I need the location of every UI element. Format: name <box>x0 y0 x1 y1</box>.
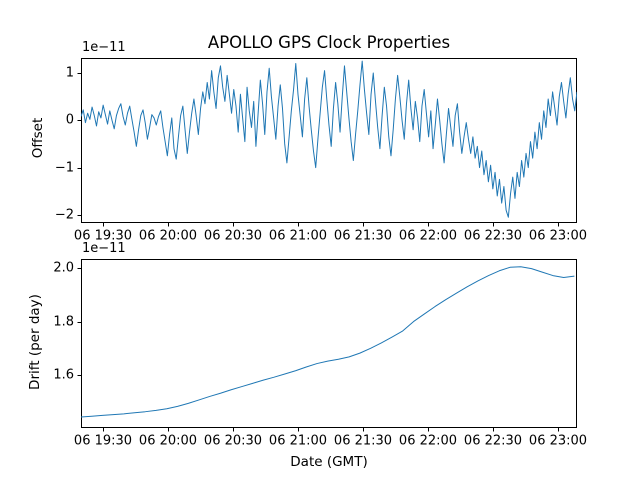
x-tick-label: 06 21:30 <box>333 433 393 449</box>
x-tick-label: 06 20:00 <box>138 433 198 449</box>
y-tick-label: 1.6 <box>53 367 74 383</box>
x-tick-label: 06 23:00 <box>528 228 588 244</box>
y-tick-label: 0 <box>65 112 74 128</box>
x-tick-label: 06 21:30 <box>333 228 393 244</box>
x-tick-label: 06 21:00 <box>268 228 328 244</box>
x-tick-label: 06 19:30 <box>73 433 133 449</box>
y-axis-offset-exponent-bottom: 1e−11 <box>82 241 126 256</box>
y-tick-label: 1.8 <box>53 314 74 330</box>
x-tick-label: 06 19:30 <box>73 228 133 244</box>
y-tick-label: 1 <box>65 65 74 81</box>
y-tick-label: −2 <box>54 207 74 223</box>
x-tick-label: 06 23:00 <box>528 433 588 449</box>
x-tick-label: 06 20:00 <box>138 228 198 244</box>
x-axis-label-date: Date (GMT) <box>290 454 368 470</box>
y-tick-label: 2.0 <box>53 260 74 276</box>
x-tick-label: 06 20:30 <box>203 228 263 244</box>
x-tick-label: 06 22:00 <box>398 228 458 244</box>
y-axis-offset-exponent-top: 1e−11 <box>82 40 126 55</box>
x-tick-label: 06 22:00 <box>398 433 458 449</box>
x-tick-label: 06 22:30 <box>463 433 523 449</box>
x-tick-label: 06 22:30 <box>463 228 523 244</box>
chart-title: APOLLO GPS Clock Properties <box>207 33 451 52</box>
x-tick-label: 06 21:00 <box>268 433 328 449</box>
y-tick-label: −1 <box>54 160 74 176</box>
x-tick-label: 06 20:30 <box>203 433 263 449</box>
